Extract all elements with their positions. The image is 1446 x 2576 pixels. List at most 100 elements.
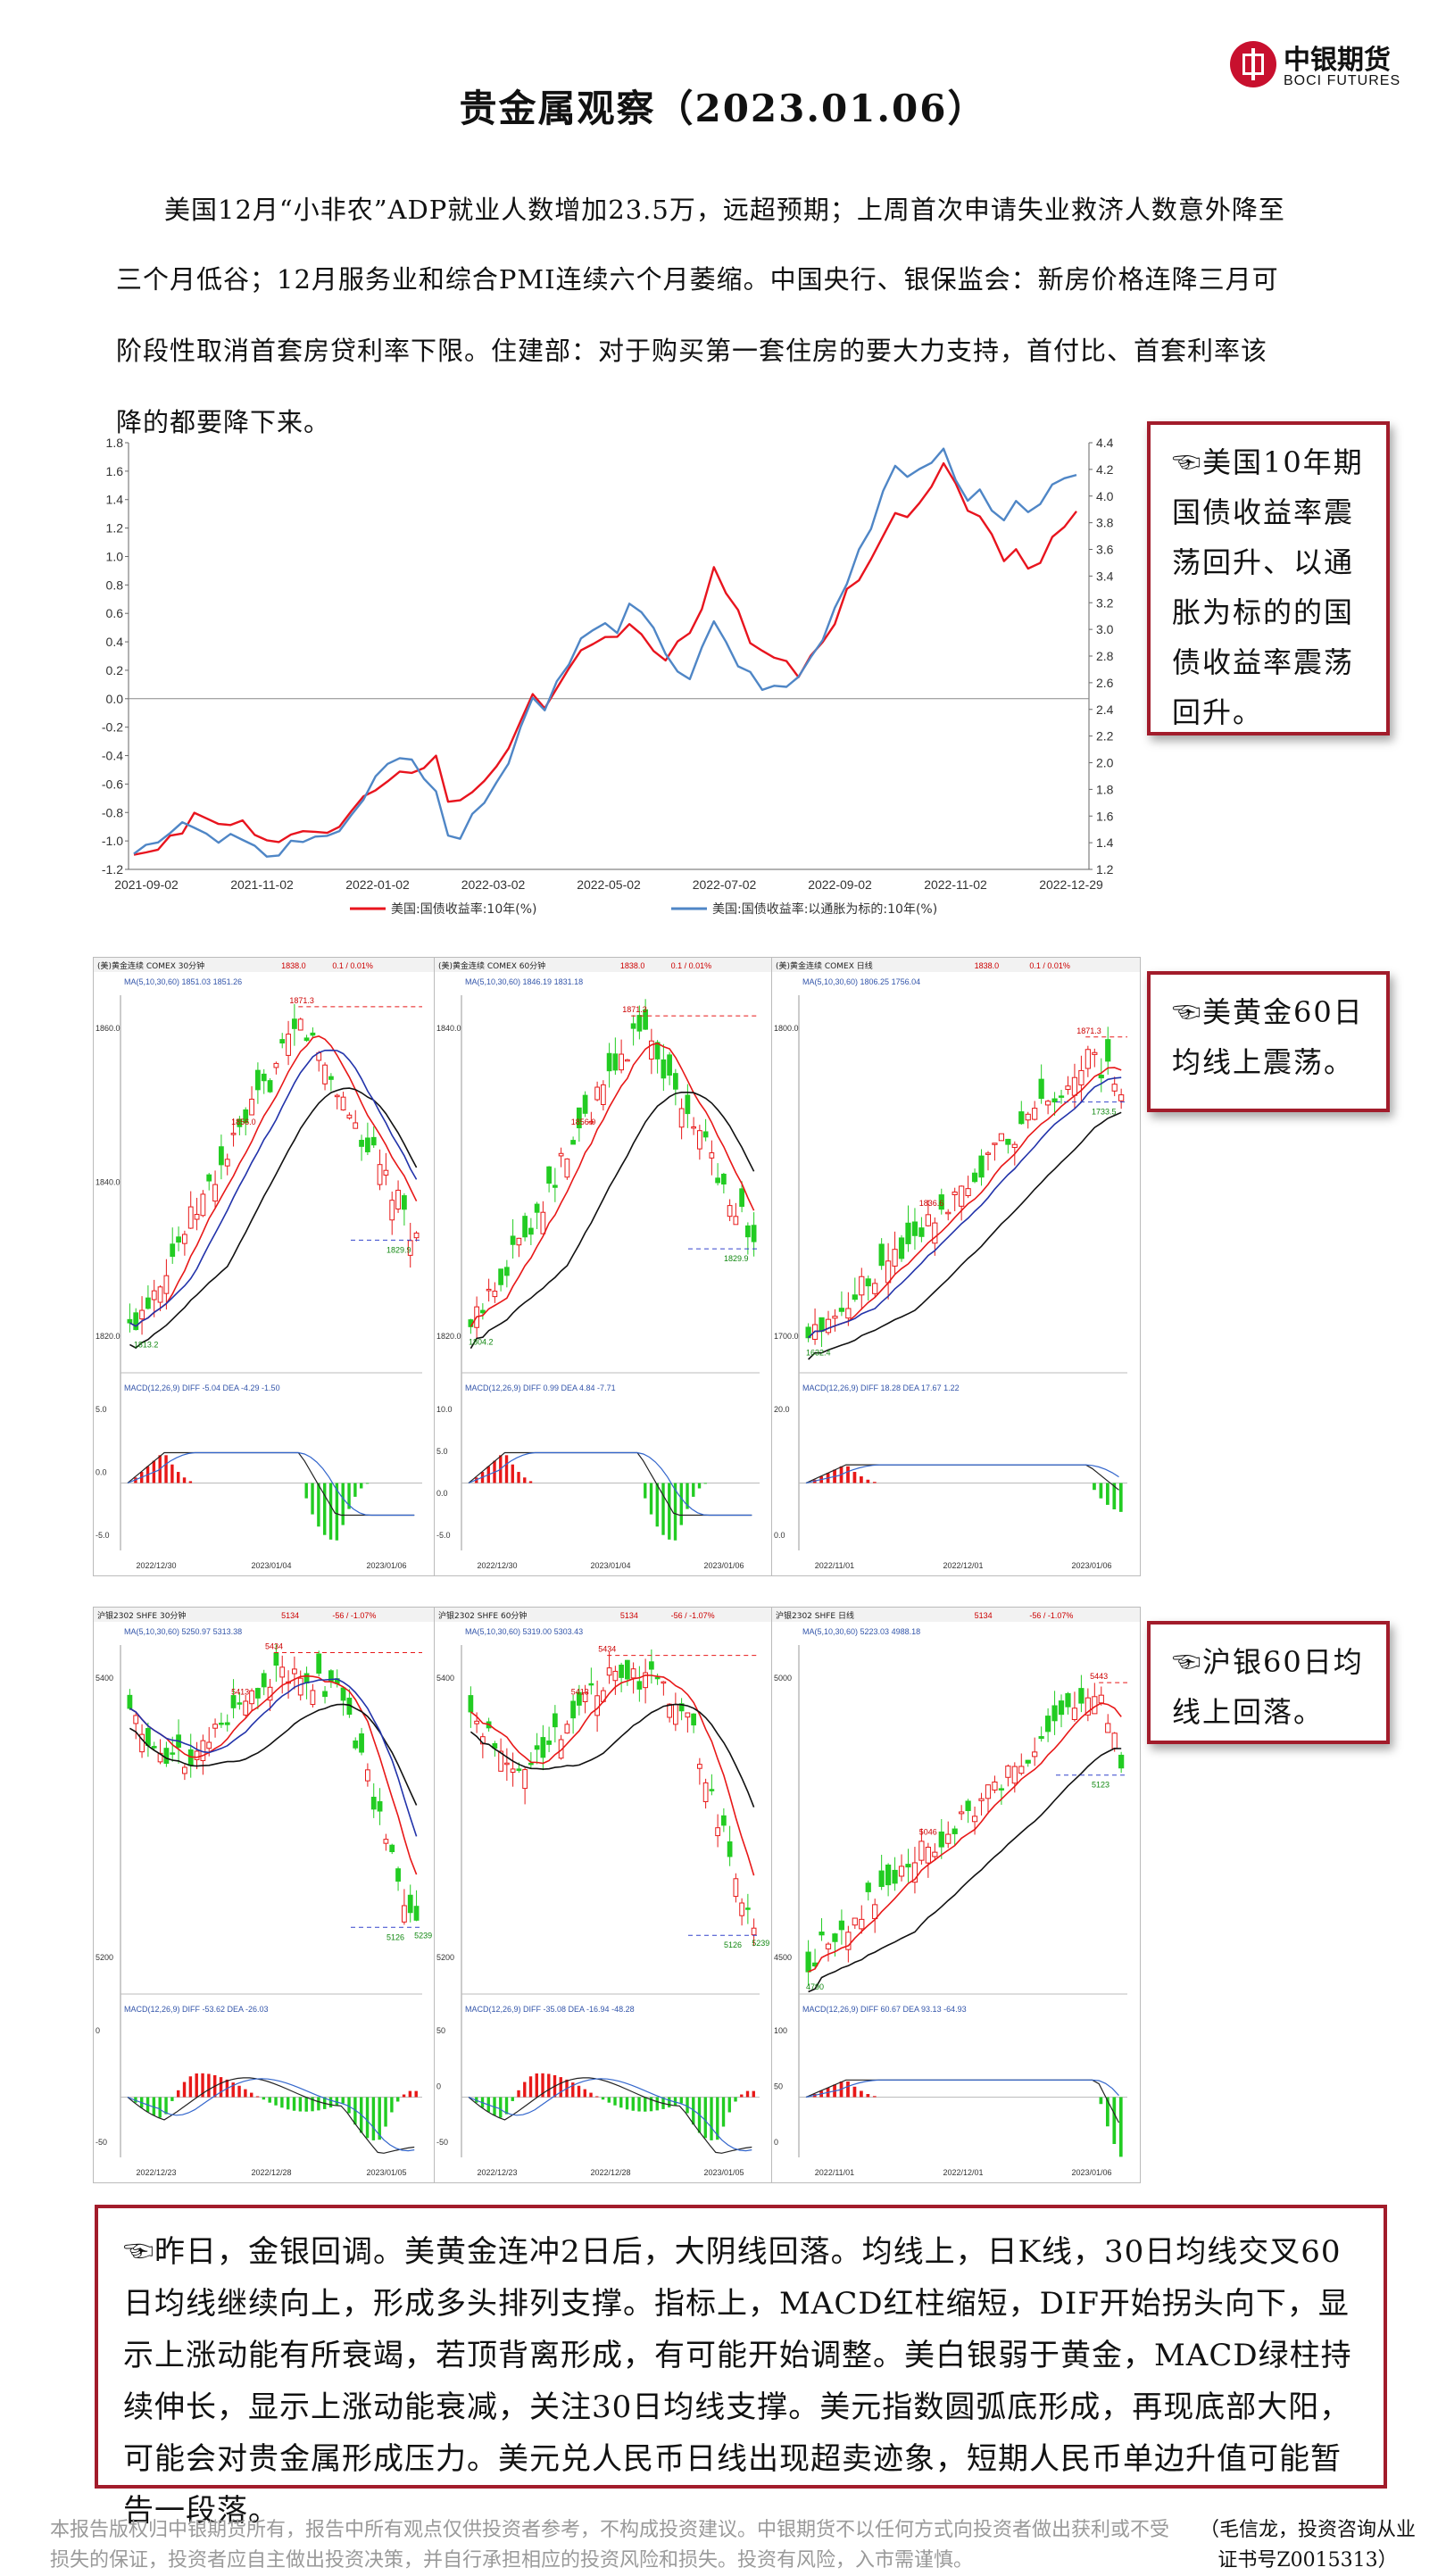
candle-body: [267, 1080, 273, 1093]
candle-body: [1025, 1759, 1031, 1764]
candle-body: [715, 1827, 720, 1837]
left-tick-label: -1.0: [102, 834, 123, 848]
candle-body: [918, 1227, 925, 1237]
mid-label: 5413: [571, 1688, 589, 1697]
date-label: 2023/01/06: [703, 1561, 744, 1570]
candle-body: [971, 1172, 978, 1183]
left-tick-label: 0.2: [106, 663, 124, 677]
candle-body: [322, 1691, 328, 1698]
macd-dea-line: [468, 1451, 752, 1517]
candle-body: [194, 1214, 200, 1220]
candle-body: [992, 1781, 998, 1791]
company-logo: 中银期货 BOCI FUTURES: [1230, 37, 1409, 100]
left-tick-label: 1.8: [106, 436, 124, 450]
treasury-yield-chart: 1.8 1.6 1.4 1.2 1.0 0.8 0.6 0.4 0.2 0.0 -0.2 -0.4 -0…: [100, 434, 1135, 917]
macd-label: 0: [774, 2138, 778, 2147]
candle-body: [353, 1122, 359, 1129]
panel-change: -56 / -1.07%: [671, 1611, 715, 1620]
panel-ma-legend: MA(5,10,30,60) 5250.97 5313.38: [124, 1627, 242, 1636]
candle-body: [612, 1670, 619, 1682]
candle-body: [316, 1653, 322, 1674]
candle-body: [127, 1694, 133, 1709]
x-tick-label: 2022-09-02: [808, 877, 872, 892]
candle-body: [673, 1704, 678, 1725]
candle-body: [805, 1326, 811, 1339]
moving-average-line: [129, 1703, 418, 1806]
peak-label: 1871.3: [289, 996, 314, 1005]
candle-body: [564, 1158, 570, 1178]
candle-body: [359, 1733, 364, 1753]
candle-body: [825, 1943, 832, 1949]
candle-body: [685, 1712, 691, 1718]
panel-price: 1838.0: [281, 961, 306, 970]
boc-logo-icon: [1230, 41, 1276, 87]
candle-body: [878, 1870, 885, 1887]
right-tick-label: 2.8: [1096, 649, 1114, 663]
candle-body: [751, 1225, 757, 1242]
candle-body: [1111, 1084, 1118, 1092]
candle-body: [377, 1800, 383, 1812]
candle-body: [1092, 1051, 1098, 1055]
candle-body: [249, 1690, 254, 1705]
macd-legend: MACD(12,26,9) DIFF 0.99 DEA 4.84 -7.71: [465, 1384, 616, 1392]
macd-legend: MACD(12,26,9) DIFF -53.62 DEA -26.03: [124, 2005, 269, 2014]
candle-body: [370, 1136, 377, 1146]
candle-body: [1058, 1700, 1065, 1716]
candle-body: [619, 1053, 624, 1071]
candle-body: [402, 1905, 407, 1923]
peak-label: 1871.3: [622, 1005, 647, 1014]
left-tick-label: 1.2: [106, 521, 124, 536]
candle-body: [157, 1286, 163, 1303]
macd-label: 0: [96, 2026, 100, 2035]
candle-body: [297, 1677, 303, 1696]
macd-dif-line: [805, 1464, 1119, 1491]
candle-body: [145, 1297, 151, 1309]
end-label: 5126: [724, 1940, 742, 1949]
date-label: 2022/11/01: [815, 2168, 854, 2177]
left-tick-label: 0.8: [106, 578, 124, 592]
candle-body: [691, 1126, 696, 1129]
candle-body: [383, 1839, 389, 1844]
candle-body: [601, 1084, 606, 1105]
note-silver: ☜沪银60日均线上回落。: [1147, 1621, 1390, 1744]
mid-label: 1836.6: [919, 1199, 944, 1208]
moving-average-line: [470, 1703, 755, 1807]
candle-body: [649, 1040, 654, 1060]
candle-body: [667, 1703, 672, 1718]
date-label: 2023/01/06: [1071, 2168, 1111, 2177]
candle-body: [1005, 1766, 1011, 1778]
candle-body: [1058, 1095, 1065, 1098]
candle-body: [1011, 1766, 1018, 1784]
right-tick-label: 4.0: [1096, 489, 1114, 503]
candle-body: [553, 1713, 558, 1728]
candle-body: [558, 1152, 564, 1157]
moving-average-line: [470, 1674, 755, 1876]
price-label: 1800.0: [774, 1024, 799, 1033]
candle-body: [139, 1309, 145, 1320]
candle-body: [898, 1237, 905, 1259]
candle-body: [522, 1769, 528, 1790]
candle-body: [492, 1291, 498, 1298]
panel-gold-30m: (美)黄金连续 COMEX 30分钟 1838.0 0.1 / 0.01% MA(5,…: [93, 957, 436, 1576]
candle-body: [992, 1143, 998, 1145]
left-tick-label: -0.4: [102, 749, 123, 763]
candle-body: [594, 1086, 600, 1101]
candle-body: [1032, 1751, 1038, 1757]
moving-average-line: [129, 1035, 418, 1327]
candle-body: [486, 1288, 492, 1292]
macd-dif-line: [805, 2079, 1120, 2123]
note-gold: ☜美黄金60日均线上震荡。: [1147, 971, 1390, 1112]
panel-titlebar: [94, 958, 435, 972]
candle-body: [322, 1064, 328, 1084]
candle-body: [625, 1659, 630, 1680]
candle-body: [176, 1236, 181, 1243]
candle-body: [630, 1668, 636, 1679]
candle-body: [224, 1722, 230, 1725]
date-label: 2023/01/04: [590, 1561, 630, 1570]
candle-body: [286, 1034, 291, 1056]
panel-ma-legend: MA(5,10,30,60) 5223.03 4988.18: [802, 1627, 920, 1636]
candle-body: [845, 1932, 852, 1950]
moving-average-line: [470, 1092, 755, 1350]
panel-price: 5134: [281, 1611, 299, 1620]
x-tick-label: 2022-07-02: [693, 877, 757, 892]
